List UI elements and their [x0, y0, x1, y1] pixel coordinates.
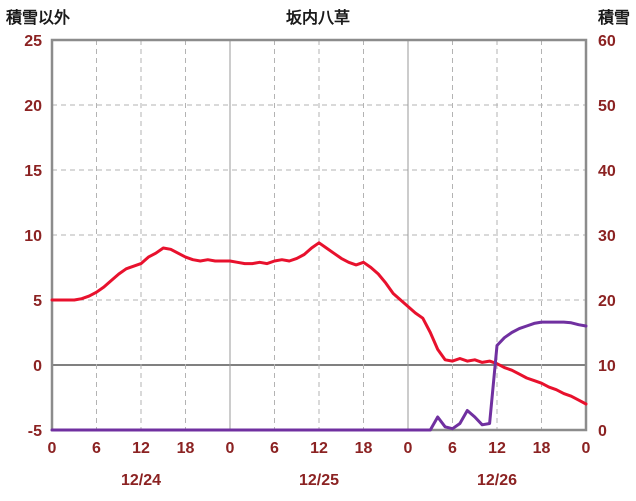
x-axis-tick-label: 18	[533, 440, 551, 457]
left-axis-title: 積雪以外	[6, 10, 71, 27]
vertical-gridlines	[96, 40, 542, 430]
right-axis-tick-label: 20	[598, 293, 616, 310]
left-axis-tick-label: 5	[33, 293, 42, 310]
right-axis-tick-label: 30	[598, 228, 616, 245]
x-axis-tick-label: 6	[448, 440, 457, 457]
x-axis-tick-label: 6	[92, 440, 101, 457]
right-axis-tick-label: 0	[598, 423, 607, 440]
x-axis-tick-label: 0	[404, 440, 413, 457]
left-axis-tick-label: 20	[24, 98, 42, 115]
x-axis-tick-label: 18	[177, 440, 195, 457]
x-axis-tick-label: 0	[226, 440, 235, 457]
right-axis-tick-label: 60	[598, 33, 616, 50]
right-axis-tick-label: 40	[598, 163, 616, 180]
x-axis-tick-label: 6	[270, 440, 279, 457]
x-axis-tick-label: 18	[355, 440, 373, 457]
left-axis-tick-label: 0	[33, 358, 42, 375]
x-axis-tick-label: 0	[48, 440, 57, 457]
left-axis-tick-label: 10	[24, 228, 42, 245]
x-axis-tick-label: 12	[310, 440, 328, 457]
non-snow-series-line	[50, 241, 588, 406]
x-axis-tick-label: 12	[488, 440, 506, 457]
x-axis-tick-label: 0	[582, 440, 591, 457]
right-axis-title: 積雪	[597, 10, 630, 27]
date-label: 12/24	[121, 472, 161, 489]
left-axis-tick-label: 25	[24, 33, 42, 50]
left-axis-tick-label: -5	[28, 423, 42, 440]
snow-depth-series-line	[50, 320, 588, 432]
right-axis-tick-label: 50	[598, 98, 616, 115]
date-label: 12/25	[299, 472, 339, 489]
chart-title: 坂内八草	[285, 10, 350, 27]
left-axis-tick-label: 15	[24, 163, 42, 180]
x-axis-tick-label: 12	[132, 440, 150, 457]
right-axis-tick-label: 10	[598, 358, 616, 375]
date-label: 12/26	[477, 472, 517, 489]
